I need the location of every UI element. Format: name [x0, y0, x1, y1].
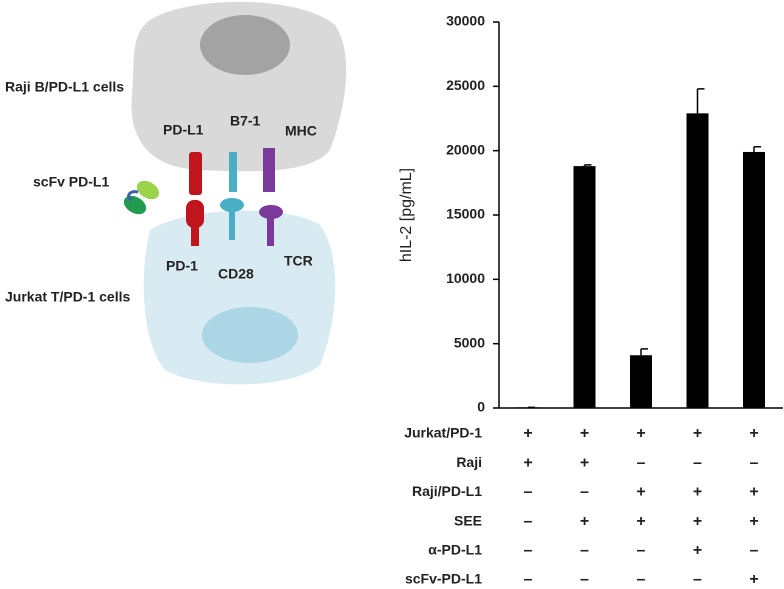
y-tick-label: 25000: [446, 77, 485, 93]
diagram-label: B7-1: [230, 113, 261, 129]
condition-mark: +: [749, 571, 758, 588]
y-tick-label: 30000: [446, 13, 485, 29]
condition-mark: –: [524, 484, 533, 501]
cd28-stem: [229, 205, 235, 240]
condition-label: Jurkat/PD-1: [404, 425, 482, 441]
condition-mark: –: [524, 542, 533, 559]
error-bar: [696, 88, 705, 114]
bar: [630, 355, 652, 408]
condition-label: α-PD-L1: [428, 542, 482, 558]
scfv-linker: [127, 190, 139, 202]
b7-1-receptor: [229, 152, 237, 192]
raji-cell: [131, 1, 347, 172]
bar: [686, 113, 709, 408]
condition-mark: –: [580, 484, 589, 501]
y-tick-label: 15000: [446, 206, 485, 222]
condition-mark: +: [580, 425, 589, 442]
y-tick-label: 10000: [446, 270, 485, 286]
pd-1-stem: [191, 222, 199, 246]
diagram-label: CD28: [218, 266, 254, 282]
diagram-label: TCR: [284, 253, 313, 269]
pd-1-receptor: [186, 200, 204, 228]
y-tick-label: 5000: [454, 334, 485, 350]
error-bar: [640, 348, 648, 356]
condition-mark: –: [693, 454, 702, 471]
condition-label: Raji/PD-L1: [412, 483, 482, 499]
raji-nucleus: [200, 15, 290, 75]
condition-mark: +: [636, 484, 645, 501]
bar: [573, 166, 596, 408]
condition-label: Raji: [456, 454, 482, 470]
condition-mark: –: [524, 513, 533, 530]
pd-l1-receptor: [189, 152, 202, 195]
condition-mark: +: [693, 425, 702, 442]
diagram-label: scFv PD-L1: [33, 174, 109, 190]
condition-label: SEE: [454, 512, 482, 528]
diagram-label: Raji B/PD-L1 cells: [5, 79, 124, 95]
condition-mark: –: [750, 454, 759, 471]
condition-mark: +: [636, 513, 645, 530]
tcr-stem: [267, 212, 274, 246]
condition-mark: –: [750, 542, 759, 559]
y-tick-label: 0: [477, 399, 485, 415]
diagram-label: PD-1: [166, 258, 198, 274]
condition-mark: +: [636, 425, 645, 442]
scfv-light: [136, 180, 160, 200]
jurkat-nucleus: [202, 307, 298, 363]
mhc-receptor: [263, 148, 275, 192]
scfv-dark: [123, 195, 147, 215]
condition-mark: –: [693, 571, 702, 588]
condition-mark: +: [580, 454, 589, 471]
y-axis-label: hIL-2 [pg/mL]: [398, 168, 415, 262]
condition-mark: –: [524, 571, 533, 588]
condition-mark: –: [637, 542, 646, 559]
condition-mark: +: [693, 542, 702, 559]
condition-mark: –: [637, 571, 646, 588]
condition-label: scFv-PD-L1: [405, 571, 482, 587]
condition-mark: –: [637, 454, 646, 471]
condition-mark: +: [693, 513, 702, 530]
diagram-label: PD-L1: [163, 122, 204, 138]
condition-mark: +: [749, 484, 758, 501]
condition-mark: +: [693, 484, 702, 501]
condition-mark: +: [523, 425, 532, 442]
y-tick-label: 20000: [446, 141, 485, 157]
condition-mark: +: [580, 513, 589, 530]
condition-mark: –: [580, 571, 589, 588]
diagram-label: MHC: [285, 123, 317, 139]
bar: [743, 151, 765, 408]
condition-mark: +: [749, 513, 758, 530]
error-bar: [583, 164, 592, 167]
condition-mark: –: [580, 542, 589, 559]
diagram-label: Jurkat T/PD-1 cells: [5, 289, 130, 305]
condition-mark: +: [749, 425, 758, 442]
diagram: Raji B/PD-L1 cells PD-L1 B7-1 MHC scFv P…: [5, 1, 347, 385]
condition-mark: +: [523, 454, 532, 471]
error-bar: [753, 146, 761, 152]
